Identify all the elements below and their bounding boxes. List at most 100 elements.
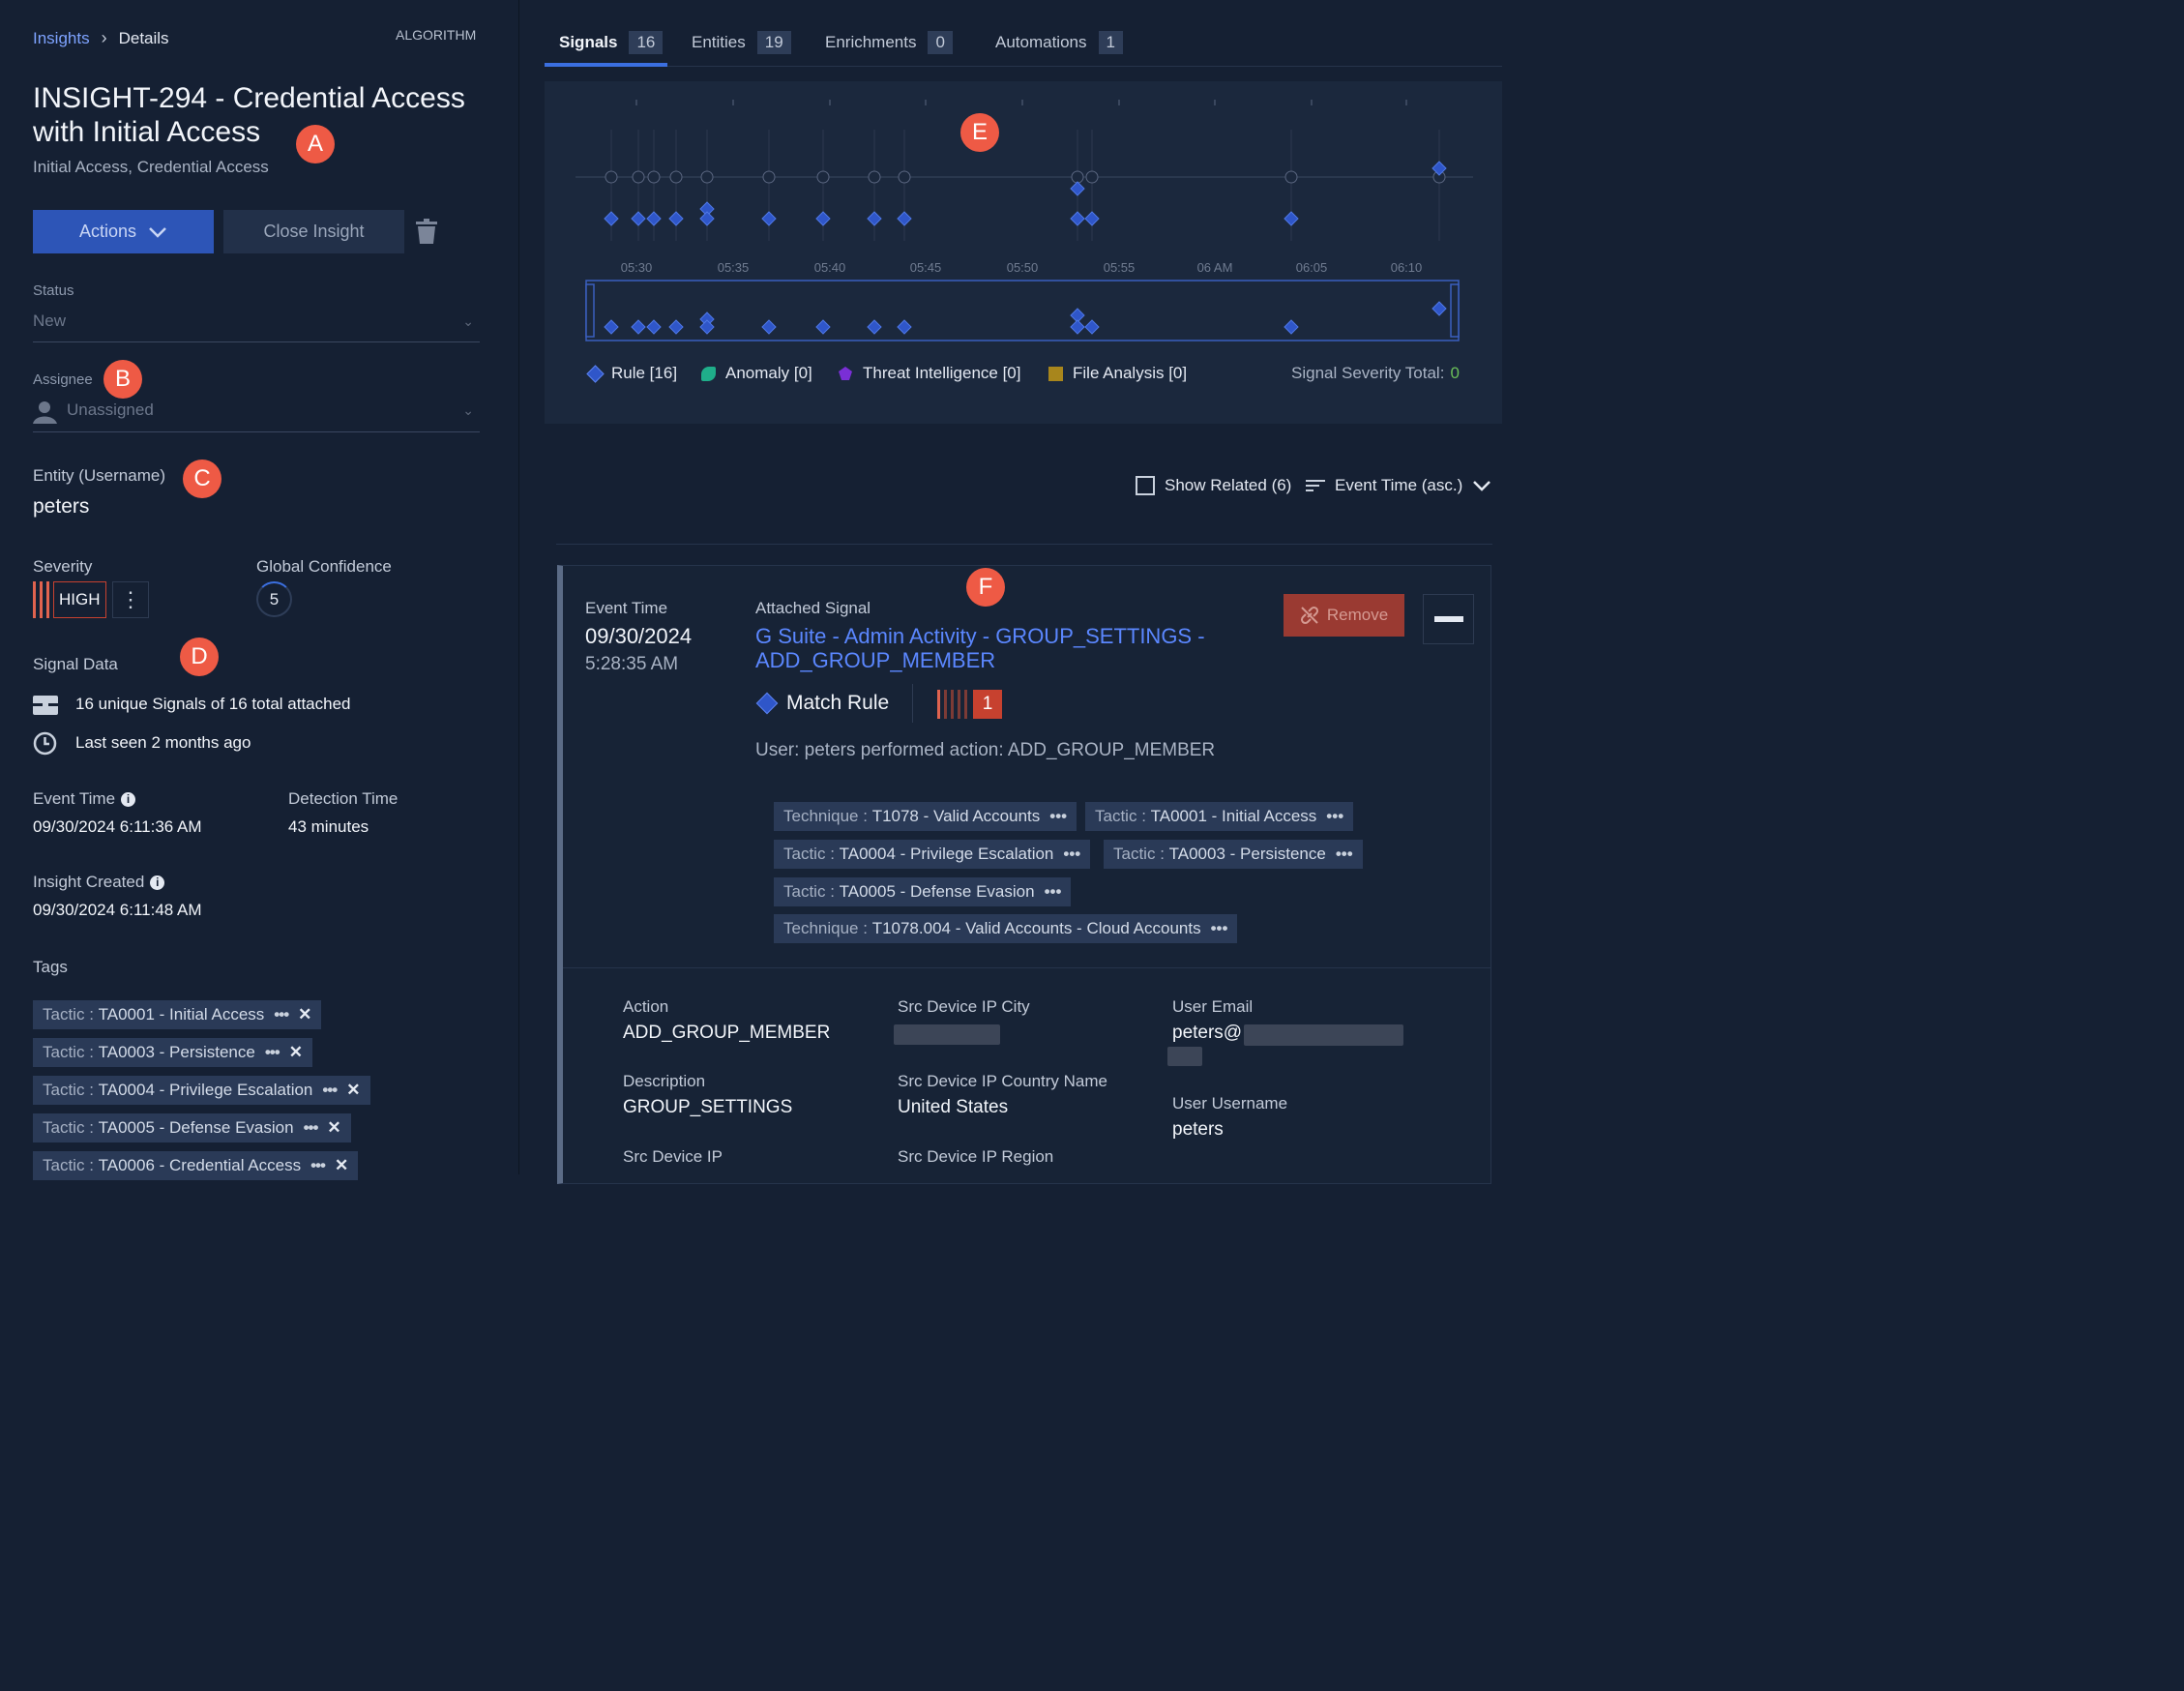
mitre-chip[interactable]: Technique : T1078 - Valid Accounts ••• <box>774 802 1077 831</box>
more-icon[interactable]: ••• <box>1044 882 1062 901</box>
redacted-value <box>1167 1047 1202 1066</box>
more-icon[interactable]: ••• <box>264 1043 280 1061</box>
signal-point-mini[interactable] <box>1284 319 1299 335</box>
tab-enrichments[interactable]: Enrichments 0 <box>825 31 953 54</box>
more-icon[interactable]: ••• <box>274 1005 289 1024</box>
entity-value[interactable]: peters <box>33 495 90 518</box>
remove-tag-icon[interactable]: ✕ <box>298 1005 312 1024</box>
card-divider <box>563 967 1491 968</box>
signal-point[interactable] <box>646 211 662 226</box>
signal-point[interactable] <box>668 211 684 226</box>
signal-point-mini[interactable] <box>761 319 777 335</box>
trash-icon[interactable] <box>416 219 437 244</box>
signal-point[interactable] <box>897 211 912 226</box>
more-icon[interactable]: ••• <box>1049 807 1068 825</box>
signal-point-mini[interactable] <box>1070 319 1085 335</box>
remove-button[interactable]: Remove <box>1284 594 1404 637</box>
remove-tag-icon[interactable]: ✕ <box>346 1081 361 1099</box>
signal-point[interactable] <box>1084 211 1100 226</box>
info-icon[interactable]: i <box>121 791 136 807</box>
more-icon[interactable]: ••• <box>322 1081 338 1099</box>
mitre-chip[interactable]: Tactic : TA0003 - Persistence ••• <box>1104 840 1363 869</box>
tag-item[interactable]: Tactic : TA0006 - Credential Access ••• ✕ <box>33 1151 359 1180</box>
collapse-button[interactable] <box>1423 594 1474 644</box>
signal-point[interactable] <box>867 211 882 226</box>
actions-button[interactable]: Actions <box>33 210 214 253</box>
legend-anomaly[interactable]: Anomaly [0] <box>701 364 812 383</box>
event-date: 09/30/2024 <box>585 624 693 648</box>
tag-item[interactable]: Tactic : TA0003 - Persistence ••• ✕ <box>33 1038 312 1067</box>
breadcrumb-insights-link[interactable]: Insights <box>33 28 90 47</box>
more-icon[interactable]: ••• <box>1335 845 1353 863</box>
signals-count-text: 16 unique Signals of 16 total attached <box>75 695 351 713</box>
severity-number: 1 <box>973 690 1002 719</box>
tag-key: Tactic <box>43 1005 85 1024</box>
tab-automations[interactable]: Automations 1 <box>995 31 1123 54</box>
tag-value: TA0006 - Credential Access <box>98 1156 302 1174</box>
signal-point-mini[interactable] <box>646 319 662 335</box>
status-select[interactable]: New ⌄ <box>33 312 480 342</box>
signal-point-mini[interactable] <box>604 319 619 335</box>
mitre-chip[interactable]: Technique : T1078.004 - Valid Accounts -… <box>774 914 1238 943</box>
signal-point[interactable] <box>1431 161 1447 176</box>
signal-point-mini[interactable] <box>897 319 912 335</box>
assignee-label: Assignee <box>33 371 93 388</box>
tag-item[interactable]: Tactic : TA0001 - Initial Access ••• ✕ <box>33 1000 322 1029</box>
range-selector[interactable] <box>585 280 1460 341</box>
signal-point-mini[interactable] <box>1084 319 1100 335</box>
checkbox[interactable] <box>1136 476 1155 495</box>
tag-item[interactable]: Tactic : TA0004 - Privilege Escalation •… <box>33 1076 370 1105</box>
legend-threat-intelligence[interactable]: Threat Intelligence [0] <box>838 364 1020 383</box>
more-icon[interactable]: ••• <box>1210 919 1228 937</box>
signal-point[interactable] <box>1070 181 1085 196</box>
attached-signal-link[interactable]: G Suite - Admin Activity - GROUP_SETTING… <box>755 624 1205 672</box>
sort-icon <box>1306 480 1325 491</box>
title-line-2: with Initial Access <box>33 116 261 148</box>
annotation-marker-a: A <box>296 125 335 163</box>
severity-menu-button[interactable]: ⋮ <box>112 581 149 618</box>
mitre-chip[interactable]: Tactic : TA0004 - Privilege Escalation ••… <box>774 840 1091 869</box>
signal-name-line-2: ADD_GROUP_MEMBER <box>755 648 996 672</box>
info-icon[interactable]: i <box>150 875 165 890</box>
more-icon[interactable]: ••• <box>303 1118 319 1137</box>
remove-tag-icon[interactable]: ✕ <box>288 1043 303 1061</box>
signal-point[interactable] <box>699 211 715 226</box>
signal-point-mini[interactable] <box>1431 301 1447 316</box>
more-icon[interactable]: ••• <box>1326 807 1344 825</box>
legend-file-analysis[interactable]: File Analysis [0] <box>1048 364 1187 383</box>
mitre-chip[interactable]: Tactic : TA0005 - Defense Evasion ••• <box>774 877 1072 906</box>
signal-point[interactable] <box>631 211 646 226</box>
more-icon[interactable]: ••• <box>1063 845 1081 863</box>
signal-point-mini[interactable] <box>699 319 715 335</box>
range-handle-right[interactable] <box>1450 283 1460 338</box>
assignee-value: Unassigned <box>67 400 154 419</box>
tag-item[interactable]: Tactic : TA0005 - Defense Evasion ••• ✕ <box>33 1113 351 1142</box>
close-insight-button[interactable]: Close Insight <box>223 210 404 253</box>
signal-point-mini[interactable] <box>631 319 646 335</box>
signal-point[interactable] <box>1284 211 1299 226</box>
range-handle-left[interactable] <box>585 283 595 338</box>
signal-point[interactable] <box>604 211 619 226</box>
tab-signals[interactable]: Signals 16 <box>559 31 664 54</box>
mitre-chip[interactable]: Tactic : TA0001 - Initial Access ••• <box>1085 802 1354 831</box>
signal-point-mini[interactable] <box>668 319 684 335</box>
severity-label: Severity <box>33 557 93 576</box>
remove-tag-icon[interactable]: ✕ <box>334 1156 349 1174</box>
remove-tag-icon[interactable]: ✕ <box>327 1118 341 1137</box>
signal-point[interactable] <box>1070 211 1085 226</box>
legend-rule[interactable]: Rule [16] <box>586 364 677 383</box>
signal-point[interactable] <box>761 211 777 226</box>
signal-point-mini[interactable] <box>867 319 882 335</box>
signal-point-mini[interactable] <box>815 319 831 335</box>
event-time-label-row: Event Time i <box>33 789 136 809</box>
tag-key: Tactic <box>43 1043 85 1061</box>
field-email-value: peters@ <box>1172 1023 1243 1043</box>
sort-dropdown[interactable]: Event Time (asc.) <box>1306 476 1491 495</box>
show-related-toggle[interactable]: Show Related (6) <box>1136 476 1291 495</box>
tab-entities[interactable]: Entities 19 <box>692 31 791 54</box>
severity-total-value: 0 <box>1450 364 1460 382</box>
signal-point[interactable] <box>815 211 831 226</box>
assignee-select[interactable]: Unassigned ⌄ <box>33 400 480 432</box>
more-icon[interactable]: ••• <box>310 1156 326 1174</box>
legend-label: File Analysis [0] <box>1073 364 1188 382</box>
